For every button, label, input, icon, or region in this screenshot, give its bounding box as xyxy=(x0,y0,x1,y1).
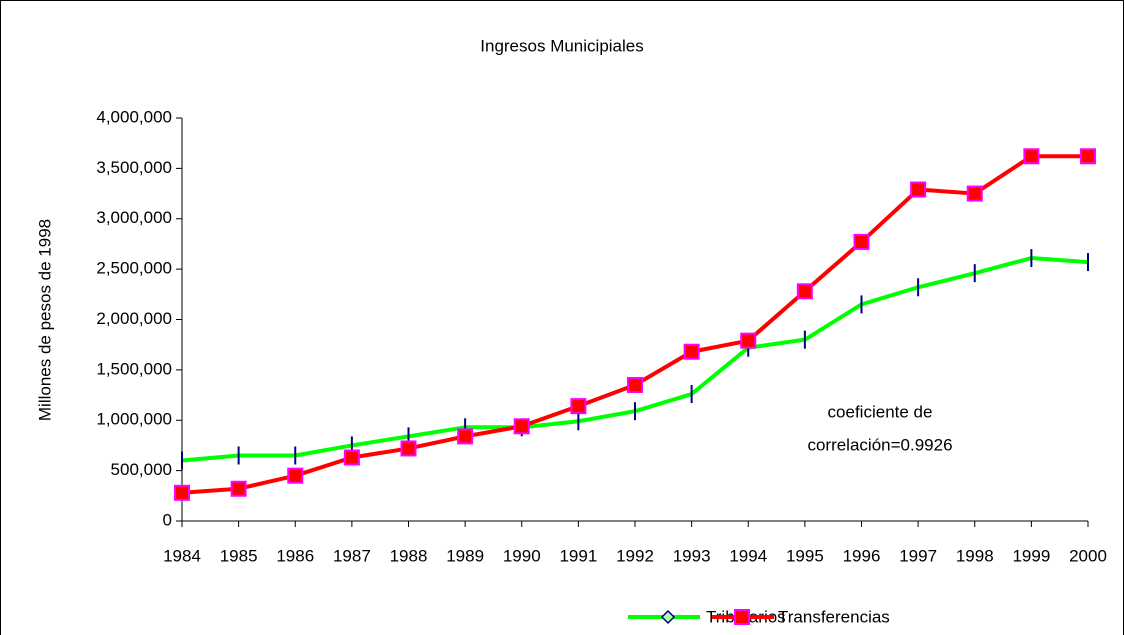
x-tick-label: 1995 xyxy=(786,546,824,565)
point-marker xyxy=(513,418,530,435)
y-tick-label: 1,500,000 xyxy=(96,359,172,378)
point-marker xyxy=(853,233,870,250)
point-marker xyxy=(174,484,190,501)
y-tick-label: 2,000,000 xyxy=(96,309,172,328)
point-marker xyxy=(343,449,360,466)
x-tick-label: 1990 xyxy=(503,546,541,565)
point-marker xyxy=(740,332,757,349)
y-tick-label: 2,500,000 xyxy=(96,259,172,278)
chart-title: Ingresos Municipiales xyxy=(480,36,643,55)
x-tick-label: 1996 xyxy=(843,546,881,565)
y-tick-label: 4,000,000 xyxy=(96,107,172,126)
annotation: correlación=0.9926 xyxy=(807,435,952,454)
x-tick-label: 2000 xyxy=(1069,546,1107,565)
x-tick-label: 1988 xyxy=(390,546,428,565)
legend-marker xyxy=(734,609,750,625)
x-tick-label: 1993 xyxy=(673,546,711,565)
point-marker xyxy=(910,181,927,198)
point-marker xyxy=(683,343,700,360)
point-marker xyxy=(570,398,587,415)
point-marker xyxy=(400,440,417,457)
x-tick-label: 1987 xyxy=(333,546,371,565)
x-tick-label: 1999 xyxy=(1012,546,1050,565)
x-tick-label: 1998 xyxy=(956,546,994,565)
y-tick-label: 1,000,000 xyxy=(96,410,172,429)
y-tick-label: 3,000,000 xyxy=(96,208,172,227)
y-axis-label: Millones de pesos de 1998 xyxy=(35,219,54,421)
point-marker xyxy=(1023,148,1040,165)
x-tick-label: 1984 xyxy=(163,546,201,565)
point-marker xyxy=(627,376,643,393)
point-marker xyxy=(1080,148,1096,165)
x-tick-label: 1992 xyxy=(616,546,654,565)
x-tick-label: 1997 xyxy=(899,546,937,565)
y-tick-label: 500,000 xyxy=(111,460,172,479)
y-tick-label: 3,500,000 xyxy=(96,158,172,177)
x-tick-label: 1989 xyxy=(446,546,484,565)
point-marker xyxy=(796,283,813,300)
x-tick-label: 1991 xyxy=(559,546,597,565)
point-marker xyxy=(966,185,983,202)
annotation: coeficiente de xyxy=(828,402,933,421)
x-tick-label: 1986 xyxy=(276,546,314,565)
legend-marker xyxy=(660,609,676,625)
point-marker xyxy=(230,480,247,497)
x-tick-label: 1985 xyxy=(220,546,258,565)
y-tick-label: 0 xyxy=(163,510,172,529)
point-marker xyxy=(457,428,474,445)
legend-label: Transferencias xyxy=(778,607,890,626)
point-marker xyxy=(287,467,304,484)
x-tick-label: 1994 xyxy=(729,546,767,565)
